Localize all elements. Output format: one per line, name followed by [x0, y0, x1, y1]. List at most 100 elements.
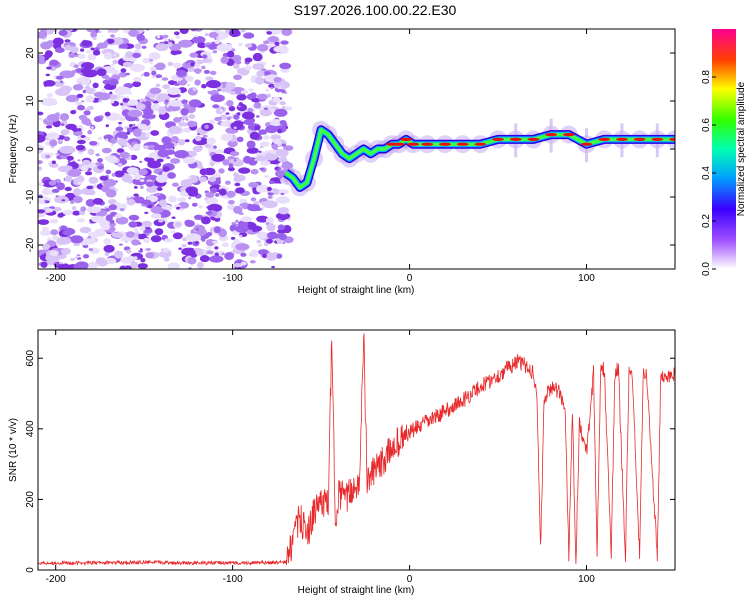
noise-blob	[202, 134, 208, 138]
noise-blob	[175, 35, 181, 39]
noise-blob	[181, 244, 187, 248]
noise-blob	[239, 234, 243, 238]
noise-blob	[120, 95, 125, 99]
noise-blob	[83, 116, 88, 119]
noise-blob	[132, 128, 142, 137]
noise-blob	[170, 230, 176, 234]
noise-blob	[259, 145, 264, 149]
noise-blob	[248, 182, 259, 188]
noise-blob	[247, 204, 261, 212]
noise-blob	[51, 160, 57, 165]
noise-blob	[133, 234, 139, 239]
spectrogram-ylabel: Frequency (Hz)	[8, 115, 19, 184]
noise-blob	[230, 90, 236, 95]
noise-blob	[102, 79, 110, 85]
noise-blob	[204, 144, 212, 148]
noise-blob	[119, 243, 123, 246]
noise-blob	[208, 176, 217, 182]
noise-blob	[109, 99, 115, 104]
noise-blob	[255, 115, 260, 118]
noise-blob	[53, 207, 62, 212]
noise-blob	[220, 133, 233, 141]
colorbar-tick-label: 0.4	[701, 166, 712, 180]
noise-blob	[86, 206, 101, 214]
ridge-core	[456, 142, 469, 146]
noise-blob	[50, 229, 59, 236]
noise-blob	[38, 181, 45, 187]
noise-blob	[161, 77, 169, 81]
noise-blob	[126, 249, 132, 254]
noise-blob	[142, 199, 152, 206]
noise-blob	[277, 224, 285, 230]
noise-blob	[196, 165, 204, 169]
noise-blob	[59, 113, 70, 121]
noise-blob	[183, 103, 189, 109]
noise-blob	[265, 125, 278, 134]
noise-blob	[206, 137, 217, 145]
noise-blob	[222, 159, 230, 166]
noise-blob	[39, 230, 52, 236]
noise-blob	[187, 191, 199, 197]
noise-blob	[134, 185, 138, 189]
noise-blob	[38, 111, 44, 116]
ridge-inner	[284, 128, 675, 190]
noise-blob	[243, 155, 252, 164]
noise-blob	[101, 147, 112, 154]
noise-blob	[126, 198, 136, 206]
noise-blob	[119, 116, 126, 122]
noise-blob	[111, 63, 115, 67]
noise-blob	[187, 84, 190, 87]
noise-blob	[177, 197, 187, 203]
noise-blob	[271, 78, 275, 82]
noise-blob	[85, 87, 96, 95]
snr-plot-area	[38, 330, 675, 570]
noise-blob	[151, 114, 156, 119]
noise-blob	[159, 199, 167, 207]
noise-blob	[212, 104, 220, 109]
noise-blob	[205, 76, 214, 81]
noise-blob	[42, 137, 46, 140]
noise-blob	[226, 100, 234, 107]
noise-blob	[162, 247, 170, 253]
noise-blob	[188, 99, 202, 108]
noise-blob	[65, 123, 77, 130]
noise-blob	[156, 187, 163, 191]
noise-blob	[150, 130, 160, 136]
noise-blob	[276, 149, 289, 157]
noise-blob	[195, 70, 201, 74]
noise-blob	[156, 35, 161, 39]
noise-blob	[92, 198, 104, 205]
noise-blob	[164, 238, 173, 243]
noise-blob	[188, 175, 199, 184]
noise-blob	[243, 119, 254, 126]
noise-blob	[103, 52, 113, 60]
noise-blob	[95, 153, 100, 157]
y-tick-label: -10	[25, 189, 36, 204]
noise-blob	[80, 48, 85, 52]
noise-blob	[258, 129, 268, 135]
colorbar-tick-label: 0.2	[701, 214, 712, 228]
noise-blob	[78, 56, 85, 60]
noise-blob	[195, 135, 202, 142]
noise-blob	[252, 109, 255, 112]
noise-blob	[242, 111, 255, 120]
noise-blob	[45, 154, 51, 159]
noise-blob	[239, 198, 248, 204]
colorbar-ticks: 0.0 0.2 0.4 0.6 0.8	[701, 70, 716, 276]
noise-blob	[221, 252, 225, 256]
noise-blob	[59, 139, 63, 143]
noise-blob	[271, 64, 275, 68]
y-tick-label: 400	[25, 420, 36, 437]
noise-blob	[67, 160, 71, 164]
noise-blob	[179, 208, 184, 211]
noise-blob	[118, 124, 122, 128]
noise-blob	[149, 61, 153, 65]
noise-blob	[91, 126, 94, 129]
noise-blob	[88, 261, 99, 269]
noise-blob	[266, 223, 276, 232]
noise-blob	[55, 75, 64, 80]
noise-blob	[45, 73, 50, 77]
noise-blob	[113, 53, 117, 57]
noise-blob	[88, 248, 94, 252]
noise-blob	[38, 196, 52, 205]
